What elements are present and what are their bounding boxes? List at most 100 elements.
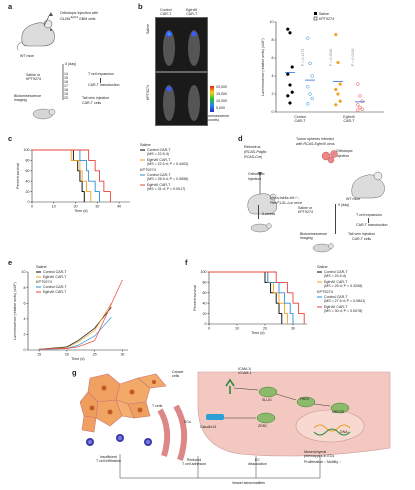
legend-entry-name: EgfrvIII CAR-T bbox=[147, 158, 171, 162]
scatter-point bbox=[288, 101, 292, 105]
x-tick-label: 30 bbox=[95, 205, 99, 209]
colorbar bbox=[210, 86, 214, 112]
biolum-image-kpt bbox=[155, 72, 208, 126]
x-tick-label: 30 bbox=[291, 327, 295, 331]
x-tick-label: 25 bbox=[93, 353, 97, 357]
y-tick-label: 80 bbox=[203, 281, 207, 285]
y-axis-label: Luminescence (relative units) (x10⁴) bbox=[261, 38, 265, 95]
legend-entry-note: (MS = 22.5 d; P = 0.4402) bbox=[147, 162, 188, 166]
legend-entry-note: (MS = 31 d; P = 0.0017) bbox=[147, 187, 185, 191]
colorbar-tick: 15,000 bbox=[216, 92, 227, 96]
x-tick-label: 20 bbox=[263, 327, 267, 331]
luminescence-line bbox=[39, 302, 112, 350]
y-tick-label: 4 bbox=[24, 317, 26, 321]
row-kpt9274: KPT9274 bbox=[146, 85, 150, 100]
genotype2-d: Ptenᶠᶠ;LSL-Luc mice bbox=[270, 201, 302, 205]
scatter-point bbox=[288, 31, 292, 35]
legend-group: Saline bbox=[36, 265, 47, 269]
y-tick-label: 8 bbox=[272, 38, 274, 42]
scatter-point bbox=[306, 102, 310, 106]
scatter-point bbox=[334, 32, 338, 37]
scatter-point bbox=[338, 99, 342, 103]
legend-entry-name: EgfrvIII CAR-T bbox=[324, 305, 348, 309]
dna-label: DNA bbox=[340, 430, 348, 434]
tumor-spheres-text: Tumor spheres infected bbox=[296, 137, 334, 141]
cart-cells-d: CAR-T cells bbox=[352, 237, 372, 241]
cart-transduction-a: CAR-T transduction bbox=[88, 83, 120, 87]
legend-entry-name: EgfrvIII CAR-T bbox=[147, 183, 171, 187]
x-axis-label: Time (d) bbox=[71, 357, 84, 361]
scatter-point bbox=[334, 103, 338, 107]
legend-entry-name: Control CAR-T bbox=[324, 295, 348, 299]
survival-curve bbox=[209, 271, 294, 324]
x-tick-label: 15 bbox=[37, 353, 41, 357]
legend-entry-name: Control CAR-T bbox=[43, 270, 67, 274]
scatter-point bbox=[308, 61, 312, 66]
scatter-point bbox=[360, 107, 364, 111]
mesenchymal-label: Mesenchymal phenotypes in ECs bbox=[304, 450, 335, 459]
y-tick-label: 100 bbox=[24, 148, 30, 152]
scatter-point bbox=[358, 94, 362, 98]
legend-group-kpt: KPT9274 bbox=[140, 168, 156, 172]
schematic-g bbox=[80, 371, 391, 479]
x-category-label: CAR-T bbox=[344, 119, 356, 123]
cancer-cells-cluster bbox=[80, 373, 167, 433]
y-tick-label: 40 bbox=[26, 179, 30, 183]
mouse-small-d bbox=[250, 223, 272, 233]
y-tick-label: 10 bbox=[22, 270, 26, 274]
injection-text-d: injection bbox=[336, 154, 350, 158]
y-tick-label: 4 bbox=[272, 74, 274, 78]
legend-entry-note: (MS = 22.5 d) bbox=[147, 152, 169, 156]
y-tick-label: 40 bbox=[203, 301, 207, 305]
y-tick-label: 80 bbox=[26, 159, 30, 163]
ec-dissociation-label: EC dissociation bbox=[248, 458, 267, 467]
x-category-label: CAR-T bbox=[295, 119, 307, 123]
y-tick-label: 6 bbox=[272, 56, 274, 60]
colorbar-tick: 5,000 bbox=[216, 106, 225, 110]
timeline-a bbox=[62, 64, 64, 100]
panel-a-label: a bbox=[8, 2, 13, 11]
y-tick-label: 20 bbox=[26, 190, 30, 194]
panel-f-label: f bbox=[185, 258, 188, 267]
legend-entry-note: (MS = 26.5 d; P = 0.0658) bbox=[147, 177, 188, 181]
scatter-point bbox=[310, 96, 314, 101]
tumor-spheres-text2: with RCAS-EgfrvIII virus bbox=[296, 142, 335, 146]
colorbar-tick: 20,000 bbox=[216, 85, 227, 89]
reduced-label: Reduced T cell adhesion bbox=[182, 458, 207, 467]
y-tick-label: 60 bbox=[203, 291, 207, 295]
legend-entry-note: (MS = 25 d; P = 0.3208) bbox=[324, 284, 362, 288]
y-tick-label: 8 bbox=[24, 286, 26, 290]
scatter-point bbox=[306, 85, 310, 89]
y-axis-label: Percent survival bbox=[193, 285, 197, 311]
scatter-point bbox=[334, 87, 338, 92]
biolum-image-saline bbox=[155, 17, 208, 72]
orthotopic-left-d: Orthotopic bbox=[248, 172, 265, 176]
x-tick-label: 20 bbox=[65, 353, 69, 357]
chart-e-luminescence: 0 2 4 6 8 10 15 20 25 30 Time (d) Luminescence (rel… bbox=[13, 265, 128, 361]
mouse-small-d2 bbox=[312, 243, 334, 253]
y-tick-label: 2 bbox=[272, 92, 274, 96]
p-value-label: P = 0.0139 bbox=[351, 49, 355, 66]
legend-entry-name: Control CAR-T bbox=[324, 270, 348, 274]
tail-vein-d: Tail vein injection bbox=[348, 232, 376, 236]
scatter-point bbox=[338, 82, 342, 86]
y-tick-label: 60 bbox=[26, 169, 30, 173]
claudin-label: Claudin14 bbox=[200, 425, 217, 429]
panel-e-label: e bbox=[8, 258, 13, 267]
retrovirus-text: Retrovirus bbox=[244, 145, 261, 149]
cart-cells-a: CAR-T cells bbox=[82, 101, 102, 105]
x-tick-label: 10 bbox=[235, 327, 239, 331]
insufficient-label: Insufficient T cell infiltration bbox=[96, 455, 121, 464]
survival-curve bbox=[32, 149, 85, 202]
y-tick-label: 0 bbox=[24, 348, 26, 352]
x-tick-label: 40 bbox=[117, 205, 121, 209]
panel-g-label: g bbox=[72, 368, 77, 377]
survival-curve bbox=[32, 149, 111, 202]
y-tick-label: 100 bbox=[201, 270, 207, 274]
colorbar-title: Luminescence (counts) bbox=[206, 114, 230, 123]
legend-swatch bbox=[313, 16, 318, 21]
panel-c-label: c bbox=[8, 134, 13, 143]
zeb1-label: ZEB1 bbox=[258, 424, 267, 428]
legend-entry-name: Saline bbox=[319, 12, 329, 16]
mouse-d-right bbox=[351, 171, 385, 199]
